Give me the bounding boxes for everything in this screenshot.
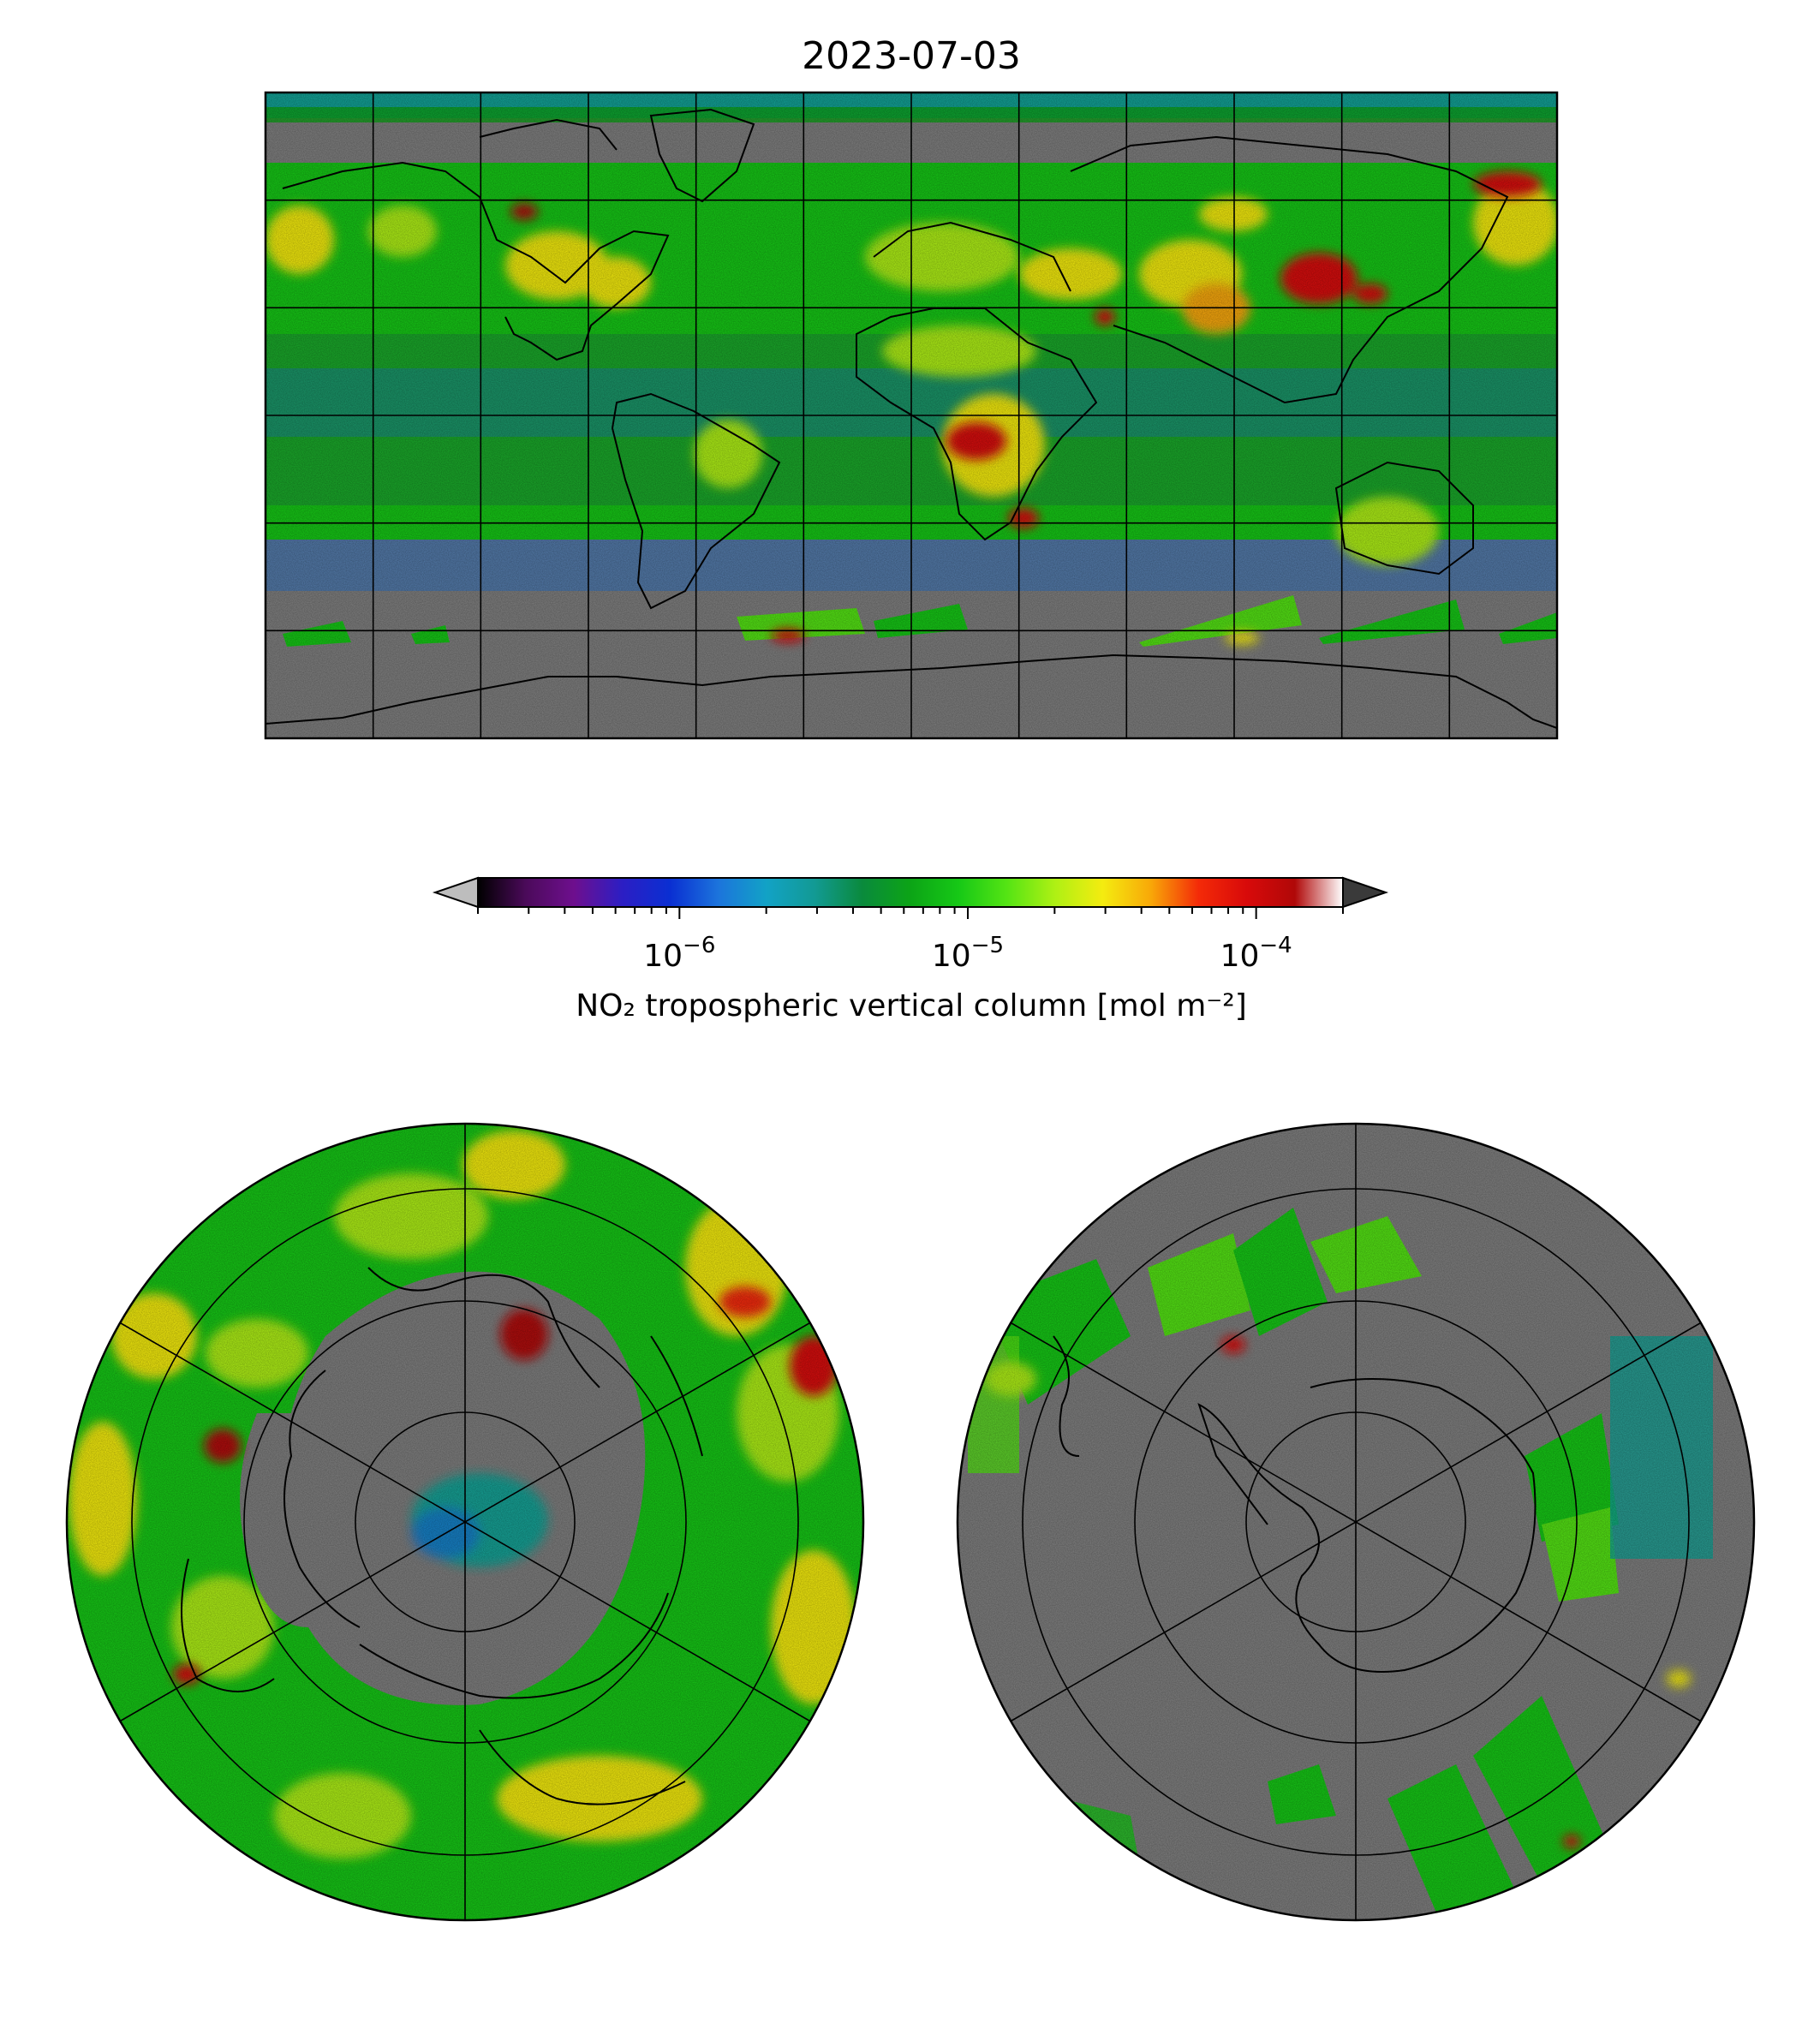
colorbar-gradient xyxy=(478,878,1343,907)
colorbar-over-extension xyxy=(1342,876,1389,909)
colorbar-frame xyxy=(477,877,1344,908)
south-polar-graticule xyxy=(1010,1124,1702,1920)
colorbar-under-extension xyxy=(432,876,479,909)
global-gridlines xyxy=(266,92,1557,738)
colorbar-tick-label: 10−6 xyxy=(643,933,715,974)
global-map-frame xyxy=(264,91,1559,740)
colorbar-tick-label: 10−4 xyxy=(1220,933,1292,974)
south-polar-frame xyxy=(956,1122,1756,1922)
south-polar-map xyxy=(956,1122,1756,1922)
colorbar-tick-label: 10−5 xyxy=(932,933,1004,974)
figure-title: 2023-07-03 xyxy=(802,34,1021,78)
colorbar-label: NO₂ tropospheric vertical column [mol m⁻… xyxy=(576,988,1247,1023)
global-map xyxy=(264,91,1559,740)
colorbar-tick-labels: 10−6 10−5 10−4 xyxy=(643,933,1292,974)
north-polar-map xyxy=(65,1122,865,1922)
colorbar-ticks xyxy=(477,907,1344,919)
global-coastlines xyxy=(266,108,1557,729)
north-polar-coastlines xyxy=(181,1267,703,1805)
north-polar-graticule xyxy=(119,1124,811,1920)
antarctica-coastline xyxy=(1197,1378,1537,1673)
north-polar-frame xyxy=(65,1122,865,1922)
colorbar: 10−6 10−5 10−4 NO₂ tropospheric vertical c… xyxy=(432,876,1389,1023)
